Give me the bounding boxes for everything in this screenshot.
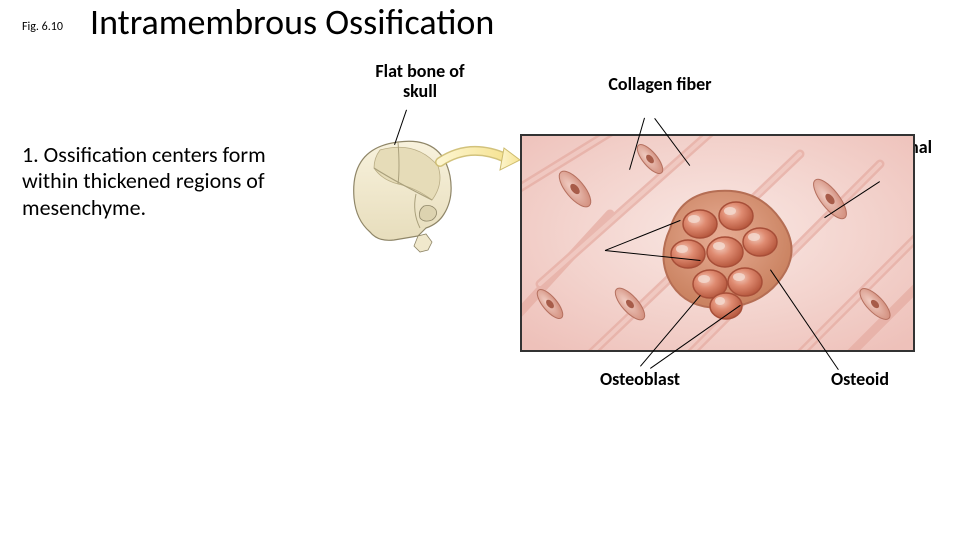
label-osteoblast: Osteoblast [580,368,700,390]
label-collagen-fiber: Collagen fiber [605,75,715,95]
label-osteoid: Osteoid [810,368,910,390]
page-title: Intramembrous Ossification [90,0,494,44]
step-text: 1. Ossification centers form within thic… [22,142,282,221]
skull-illustration [320,128,520,268]
label-flat-bone: Flat bone of skull [360,62,480,102]
figure-ref: Fig. 6.10 [22,20,63,34]
